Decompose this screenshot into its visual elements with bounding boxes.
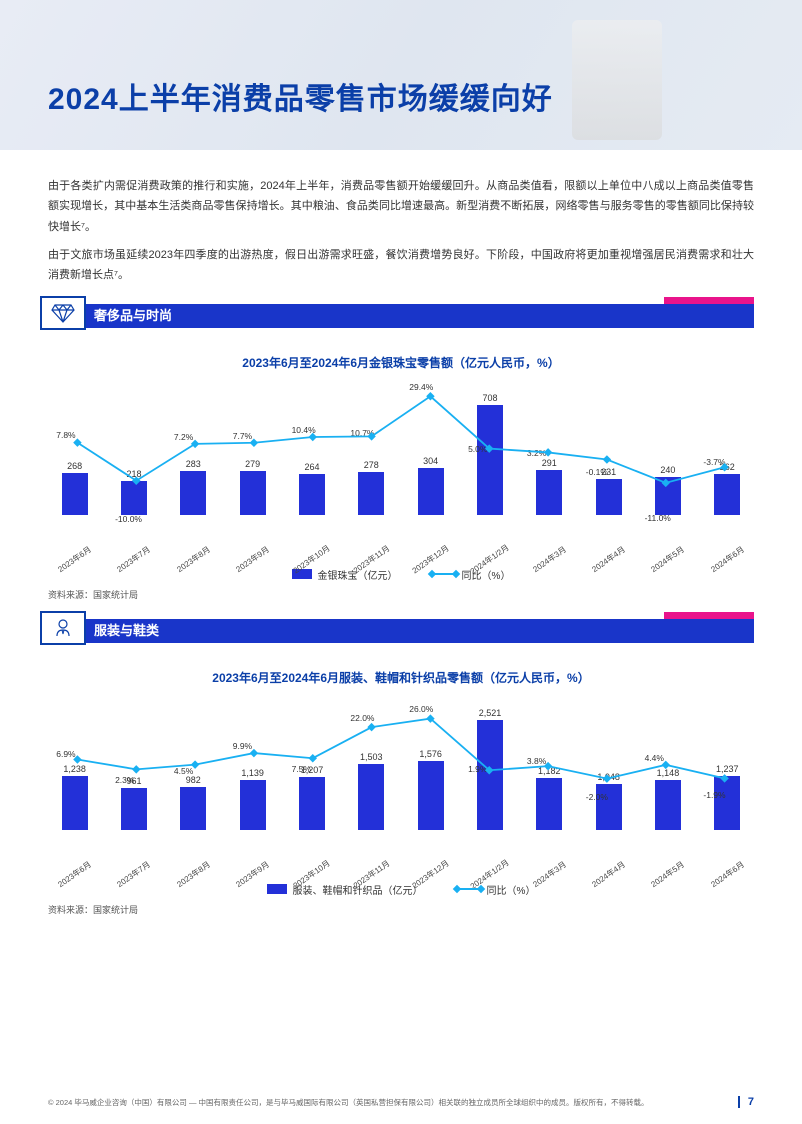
section-bar-apparel: 服装与鞋类 bbox=[48, 619, 754, 643]
trend-line bbox=[48, 375, 754, 515]
page-number: 7 bbox=[738, 1096, 754, 1108]
section-header-apparel: 服装与鞋类 bbox=[48, 619, 754, 659]
chart2-title: 2023年6月至2024年6月服装、鞋帽和针织品零售额（亿元人民币，%） bbox=[48, 669, 754, 686]
pink-accent bbox=[664, 612, 754, 619]
chart1-source: 资料来源：国家统计局 bbox=[48, 588, 754, 601]
hero-banner: 2024上半年消费品零售市场缓缓向好 bbox=[0, 0, 802, 150]
trend-line bbox=[48, 690, 754, 830]
chart1-title: 2023年6月至2024年6月金银珠宝零售额（亿元人民币，%） bbox=[48, 354, 754, 371]
section-header-luxury: 奢侈品与时尚 bbox=[48, 304, 754, 344]
pct-label: -10.0% bbox=[115, 514, 142, 524]
section-bar-luxury: 奢侈品与时尚 bbox=[48, 304, 754, 328]
chart-jewelry: 2682182832792642783047082912312402622023… bbox=[48, 375, 754, 565]
intro-para-1: 由于各类扩内需促消费政策的推行和实施，2024年上半年，消费品零售额开始缓缓回升… bbox=[48, 176, 754, 237]
chart-apparel: 1,2389619821,1391,2071,5031,5762,5211,18… bbox=[48, 690, 754, 880]
intro-para-2: 由于文旅市场虽延续2023年四季度的出游热度，假日出游需求旺盛，餐饮消费增势良好… bbox=[48, 245, 754, 286]
chart2-source: 资料来源：国家统计局 bbox=[48, 903, 754, 916]
section-label: 服装与鞋类 bbox=[94, 623, 159, 638]
diamond-icon bbox=[40, 296, 86, 330]
page-title: 2024上半年消费品零售市场缓缓向好 bbox=[48, 74, 553, 118]
content-area: 由于各类扩内需促消费政策的推行和实施，2024年上半年，消费品零售额开始缓缓回升… bbox=[0, 150, 802, 916]
copyright-text: © 2024 毕马威企业咨询（中国）有限公司 — 中国有限责任公司，是与毕马威国… bbox=[48, 1098, 649, 1109]
pink-accent bbox=[664, 297, 754, 304]
page-footer: © 2024 毕马威企业咨询（中国）有限公司 — 中国有限责任公司，是与毕马威国… bbox=[48, 1096, 754, 1108]
section-label: 奢侈品与时尚 bbox=[94, 308, 172, 323]
shirt-icon bbox=[40, 611, 86, 645]
